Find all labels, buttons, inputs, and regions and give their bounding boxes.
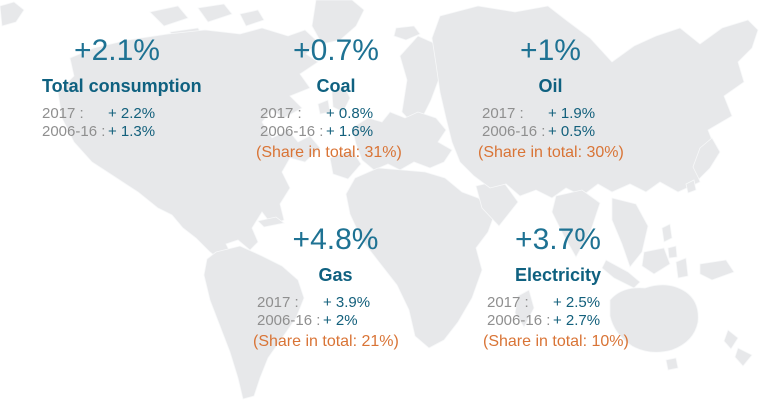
- headline-growth: +4.8%: [292, 223, 379, 256]
- map-arctic-island: [197, 3, 233, 23]
- period-label: 2017 :: [257, 294, 299, 311]
- detail-row: 2017 : + 0.8%: [260, 105, 416, 123]
- detail-rows: 2017 : + 0.8% 2006-16 : + 1.6%: [256, 105, 416, 140]
- growth-value: + 0.8%: [326, 105, 374, 122]
- share-in-total: (Share in total: 21%): [253, 333, 399, 350]
- map-north-america: [57, 27, 321, 275]
- stat-block-total: +2.1% Total consumption 2017 : + 2.2% 2006…: [42, 34, 202, 140]
- category-name: Oil: [538, 76, 563, 96]
- map-arctic-island: [149, 5, 189, 27]
- map-india: [551, 189, 601, 258]
- detail-row: 2006-16 : + 1.3%: [42, 123, 192, 141]
- map-madagascar: [514, 289, 535, 328]
- map-south-america: [203, 245, 305, 400]
- map-arctic-island: [239, 9, 265, 27]
- detail-row: 2017 : + 2.2%: [42, 105, 192, 123]
- category-name: Coal: [316, 76, 356, 96]
- map-new-zealand-south: [734, 347, 753, 367]
- share-in-total: (Share in total: 10%): [483, 333, 629, 350]
- period-label: 2017 :: [482, 105, 524, 122]
- map-iceland: [393, 25, 421, 41]
- map-new-guinea: [699, 259, 735, 281]
- stat-block-coal: +0.7% Coal 2017 : + 0.8% 2006-16 : + 1.6% (…: [256, 34, 416, 163]
- detail-row: 2017 : + 1.9%: [482, 105, 623, 123]
- stat-block-gas: +4.8% Gas 2017 : + 3.9% 2006-16 : + 2% (Sha…: [253, 223, 418, 352]
- map-indochina: [611, 197, 649, 268]
- map-sulawesi: [675, 257, 689, 279]
- detail-rows: 2017 : + 2.5% 2006-16 : + 2.7%: [483, 294, 633, 329]
- detail-row: 2006-16 : + 2%: [257, 312, 418, 330]
- growth-value: + 0.5%: [548, 122, 596, 140]
- stat-block-electricity: +3.7% Electricity 2017 : + 2.5% 2006-16 : +…: [483, 223, 633, 352]
- detail-row: 2006-16 : + 1.6%: [260, 123, 416, 141]
- map-australia: [609, 284, 699, 353]
- share-in-total: (Share in total: 30%): [478, 144, 624, 161]
- growth-value: + 2.5%: [553, 294, 601, 311]
- map-ireland: [317, 99, 331, 115]
- period-label: 2017 :: [487, 294, 529, 311]
- detail-row: 2006-16 : + 0.5%: [482, 123, 623, 141]
- headline-growth: +0.7%: [293, 34, 379, 67]
- stat-block-oil: +1% Oil 2017 : + 1.9% 2006-16 : + 0.5% (Sha…: [478, 34, 624, 163]
- category-name: Electricity: [514, 265, 602, 285]
- headline-growth: +1%: [520, 34, 581, 67]
- growth-value: + 2%: [323, 311, 358, 329]
- period-label: 2006-16 :: [260, 122, 324, 140]
- period-label: 2006-16 :: [487, 311, 551, 329]
- map-japan-south: [685, 179, 697, 194]
- growth-value: + 1.3%: [108, 122, 156, 140]
- map-cuba: [257, 216, 285, 228]
- map-philippines-south: [667, 245, 678, 259]
- detail-rows: 2017 : + 2.2% 2006-16 : + 1.3%: [42, 105, 192, 140]
- detail-row: 2017 : + 2.5%: [487, 294, 633, 312]
- map-africa: [345, 167, 497, 349]
- map-tasmania: [665, 357, 679, 371]
- detail-rows: 2017 : + 3.9% 2006-16 : + 2%: [253, 294, 418, 329]
- period-label: 2017 :: [260, 105, 302, 122]
- growth-value: + 3.9%: [323, 294, 371, 311]
- growth-value: + 1.6%: [326, 122, 374, 140]
- map-japan: [692, 137, 721, 180]
- growth-value: + 2.7%: [553, 311, 601, 329]
- map-philippines: [661, 223, 673, 243]
- map-scandinavia: [399, 35, 444, 129]
- detail-row: 2017 : + 3.9%: [257, 294, 418, 312]
- headline-growth: +3.7%: [515, 223, 601, 256]
- map-greenland: [311, 0, 365, 45]
- map-great-britain: [331, 85, 351, 113]
- period-label: 2006-16 :: [257, 311, 321, 329]
- category-name: Gas: [318, 265, 353, 285]
- map-borneo: [641, 247, 671, 275]
- growth-value: + 2.2%: [108, 105, 156, 122]
- detail-row: 2006-16 : + 2.7%: [487, 312, 633, 330]
- growth-value: + 1.9%: [548, 105, 596, 122]
- detail-rows: 2017 : + 1.9% 2006-16 : + 0.5%: [478, 105, 623, 140]
- period-label: 2017 :: [42, 105, 84, 122]
- period-label: 2006-16 :: [42, 122, 106, 140]
- map-alaska: [0, 1, 25, 27]
- headline-growth: +2.1%: [74, 34, 160, 67]
- period-label: 2006-16 :: [482, 122, 546, 140]
- map-iberia: [329, 149, 362, 180]
- category-name: Total consumption: [42, 76, 202, 96]
- share-in-total: (Share in total: 31%): [256, 144, 402, 161]
- map-new-zealand-north: [723, 329, 739, 350]
